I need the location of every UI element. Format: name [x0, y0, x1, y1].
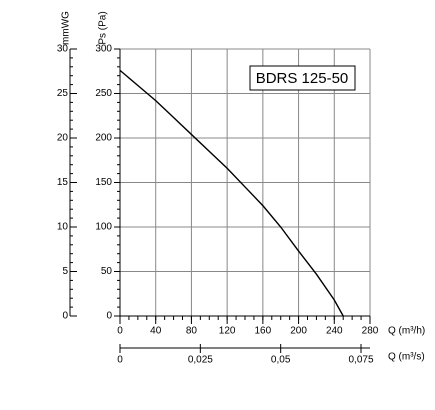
x-tick-label: 40: [150, 326, 162, 337]
y-tick-label: 300: [95, 44, 112, 55]
y-tick-label: 0: [106, 311, 112, 322]
y2-tick-label: 10: [57, 222, 69, 233]
y-tick-label: 150: [95, 177, 112, 188]
x2-tick-label: 0,05: [271, 355, 291, 366]
y-tick-label: 200: [95, 133, 112, 144]
x-tick-label: 240: [326, 326, 343, 337]
x-tick-label: 120: [219, 326, 236, 337]
model-label: BDRS 125-50: [256, 70, 349, 87]
y2-axis-label: mmWG: [61, 11, 72, 45]
x2-tick-label: 0,075: [348, 355, 373, 366]
x-tick-label: 0: [117, 326, 123, 337]
x-axis-label: Q (m³/h): [388, 326, 425, 337]
y-tick-label: 50: [101, 266, 113, 277]
x-tick-label: 280: [362, 326, 379, 337]
y2-tick-label: 5: [62, 266, 68, 277]
y2-tick-label: 0: [62, 311, 68, 322]
y2-tick-label: 15: [57, 177, 69, 188]
x2-tick-label: 0: [117, 355, 123, 366]
curve: [119, 69, 344, 317]
y2-tick-label: 20: [57, 133, 69, 144]
y-tick-label: 100: [95, 222, 112, 233]
y-axis-label: Ps (Pa): [98, 11, 109, 44]
x2-tick-label: 0,025: [188, 355, 213, 366]
y2-tick-label: 25: [57, 88, 69, 99]
y2-tick-label: 30: [57, 44, 69, 55]
x2-axis-label: Q (m³/s): [388, 352, 425, 363]
x-tick-label: 200: [290, 326, 307, 337]
label-box: [249, 65, 356, 91]
y-tick-label: 250: [95, 88, 112, 99]
x-tick-label: 160: [255, 326, 272, 337]
x-tick-label: 80: [186, 326, 198, 337]
